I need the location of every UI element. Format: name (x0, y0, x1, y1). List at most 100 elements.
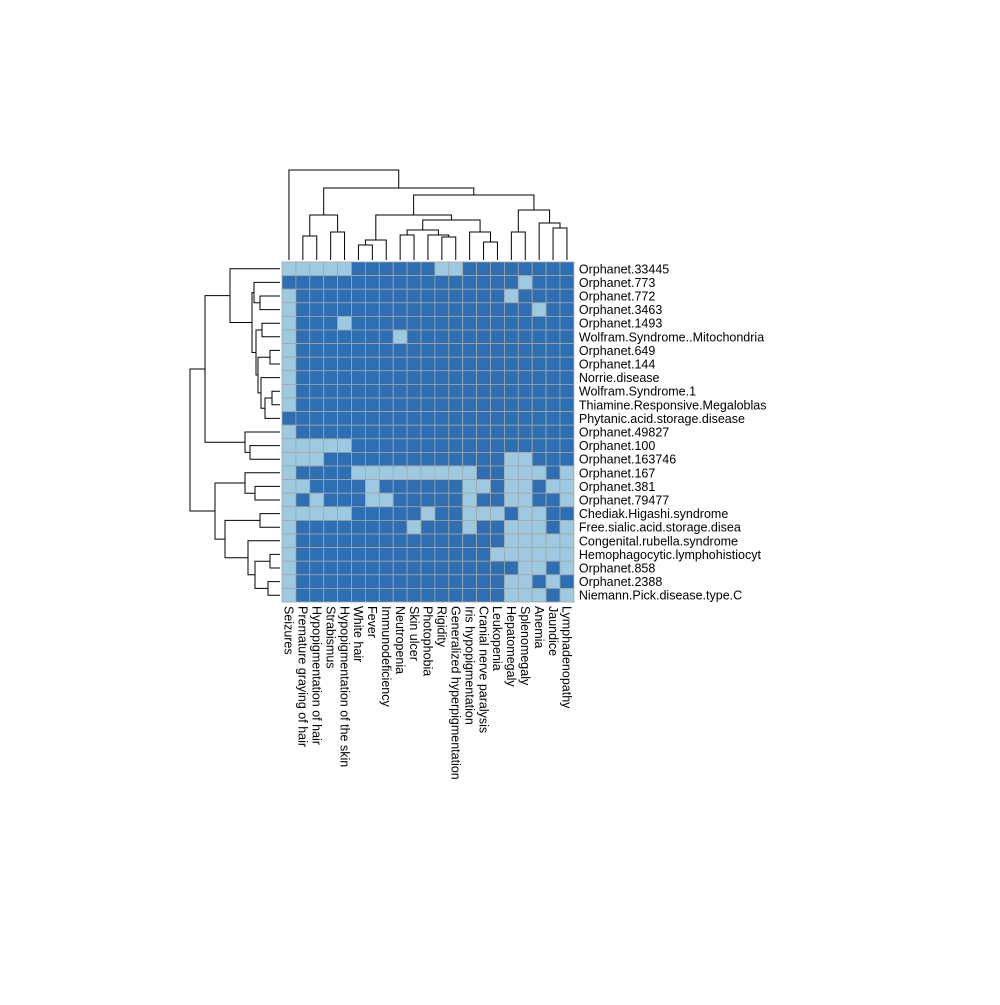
heatmap-cell (281, 343, 297, 358)
heatmap-cell (462, 356, 478, 372)
heatmap-cell (434, 302, 450, 317)
heatmap-cell (503, 397, 519, 413)
heatmap-cell (462, 370, 478, 385)
heatmap-cell (281, 315, 297, 331)
heatmap-cell (309, 492, 325, 508)
heatmap-cell (337, 588, 352, 603)
column-label: Premature graying of hair (296, 606, 310, 747)
heatmap-cell (323, 588, 339, 603)
row-label: Orphanet.3463 (579, 303, 662, 317)
heatmap-cell (420, 506, 436, 521)
heatmap-cell (503, 424, 519, 440)
heatmap-cell (476, 560, 491, 576)
heatmap-cell (364, 574, 380, 589)
heatmap-cell (351, 465, 366, 481)
heatmap-cell (545, 547, 561, 562)
heatmap-cell (309, 275, 325, 290)
heatmap-cell (378, 329, 394, 345)
heatmap-cell (462, 547, 478, 562)
row-label: Free.sialic.acid.storage.disea (579, 521, 741, 535)
heatmap-cell (420, 383, 436, 399)
heatmap-cell (406, 343, 422, 358)
heatmap-cell (462, 261, 478, 277)
heatmap-cell (448, 302, 464, 317)
row-label: Orphanet.100 (579, 439, 655, 453)
heatmap-cell (323, 506, 339, 521)
heatmap-cell (392, 506, 408, 521)
heatmap-cell (281, 424, 297, 440)
heatmap-cell (378, 397, 394, 413)
heatmap-cell (545, 370, 561, 385)
heatmap-cell (490, 424, 505, 440)
column-dendrogram-link (357, 244, 373, 260)
heatmap-cell (309, 560, 325, 576)
heatmap-cell (434, 315, 450, 331)
heatmap-cell (295, 574, 311, 589)
heatmap-cell (309, 533, 325, 549)
heatmap-cell (406, 547, 422, 562)
heatmap-cell (364, 506, 380, 521)
heatmap-cell (309, 411, 325, 426)
heatmap-cell (309, 465, 325, 481)
heatmap-cell (295, 588, 311, 603)
heatmap-cell (309, 424, 325, 440)
column-dendrogram-link (538, 222, 561, 260)
heatmap-cell (337, 479, 352, 494)
heatmap-cell (295, 520, 311, 535)
heatmap-cell (281, 275, 297, 290)
heatmap-cell (517, 343, 533, 358)
heatmap-cell (531, 288, 547, 304)
heatmap-cell (281, 492, 297, 508)
heatmap-cell (392, 370, 408, 385)
heatmap-cell (531, 411, 547, 426)
heatmap-cell (462, 411, 478, 426)
heatmap-cell (420, 424, 436, 440)
heatmap-cell (559, 288, 575, 304)
heatmap-cell (378, 288, 394, 304)
heatmap-cell (309, 356, 325, 372)
heatmap-cell (351, 588, 366, 603)
heatmap-cell (281, 261, 297, 277)
row-label: Niemann.Pick.disease.type.C (579, 589, 742, 603)
heatmap-cell (531, 533, 547, 549)
heatmap-cell (323, 261, 339, 277)
heatmap-cell (517, 574, 533, 589)
heatmap-cell (434, 465, 450, 481)
heatmap-cell (406, 329, 422, 345)
heatmap-cell (545, 411, 561, 426)
heatmap-cell (309, 451, 325, 467)
column-dendrogram (288, 169, 568, 260)
heatmap-cell (406, 479, 422, 494)
heatmap-cell (559, 547, 575, 562)
heatmap-cell (364, 479, 380, 494)
column-dendrogram-link (323, 187, 475, 215)
heatmap-cell (295, 492, 311, 508)
heatmap-cell (378, 302, 394, 317)
heatmap-cell (337, 533, 352, 549)
heatmap-cell (323, 343, 339, 358)
heatmap-cell (406, 302, 422, 317)
heatmap-cell (323, 424, 339, 440)
heatmap-cell (309, 397, 325, 413)
heatmap-cell (420, 329, 436, 345)
heatmap-cell (462, 451, 478, 467)
heatmap-cell (281, 329, 297, 345)
heatmap-cell (503, 356, 519, 372)
heatmap-cell (281, 356, 297, 372)
heatmap-cell (323, 479, 339, 494)
heatmap-cell (476, 329, 491, 345)
heatmap-cell (378, 424, 394, 440)
heatmap-cell (392, 424, 408, 440)
heatmap-cell (517, 329, 533, 345)
heatmap-cell (309, 288, 325, 304)
heatmap-cells (281, 261, 575, 603)
heatmap-cell (531, 520, 547, 535)
heatmap-cell (503, 315, 519, 331)
column-dendrogram-link (469, 231, 491, 260)
heatmap-cell (323, 411, 339, 426)
heatmap-cell (517, 302, 533, 317)
heatmap-cell (448, 343, 464, 358)
heatmap-cell (420, 547, 436, 562)
heatmap-cell (476, 383, 491, 399)
heatmap-cell (545, 424, 561, 440)
